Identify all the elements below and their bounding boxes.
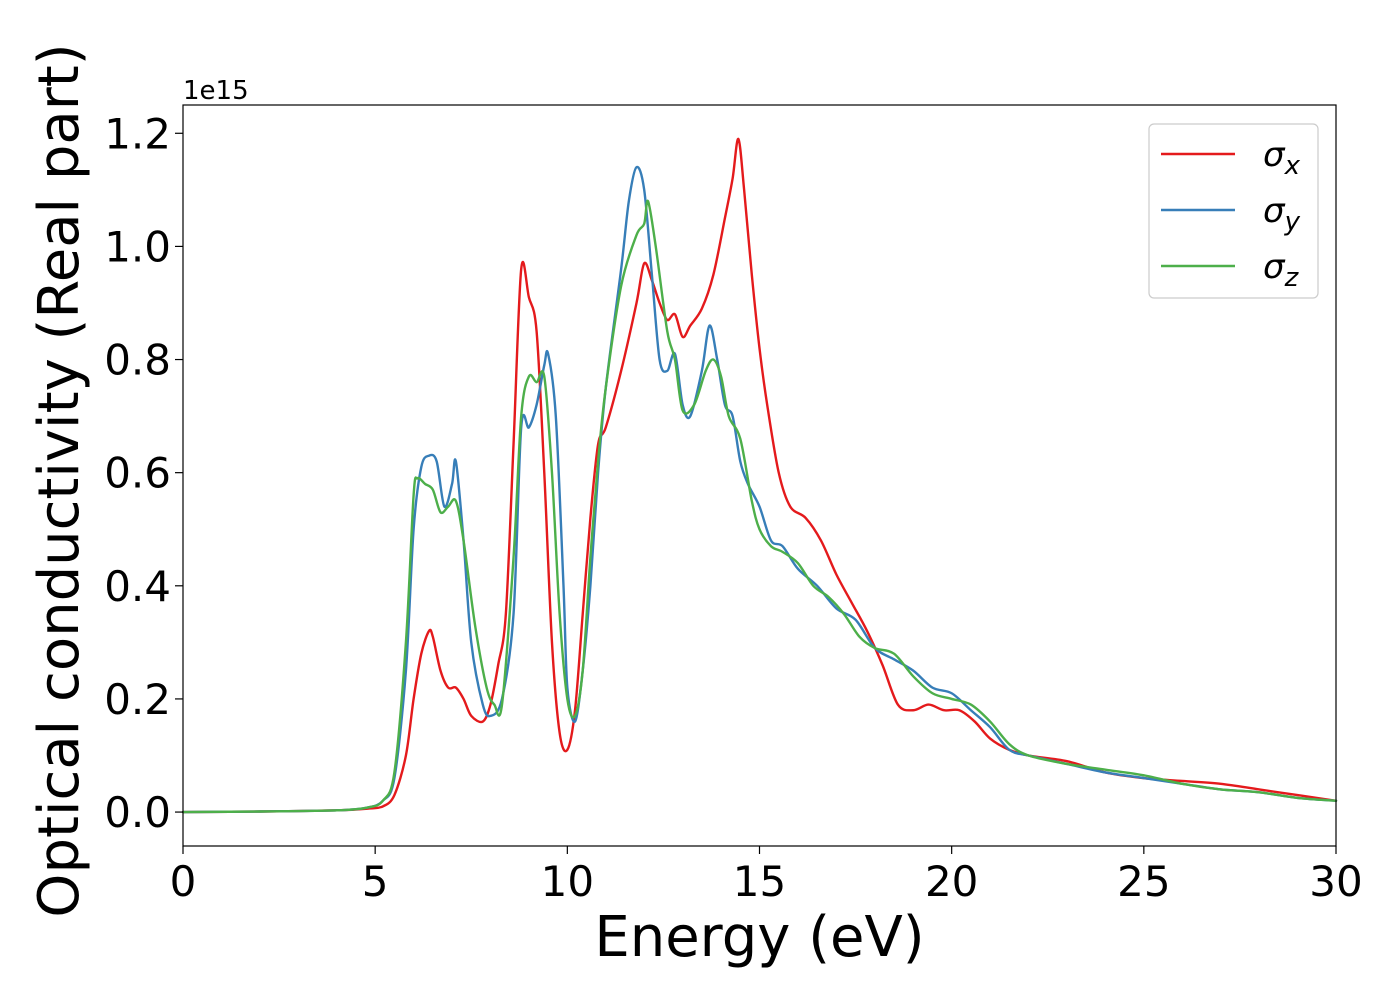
legend-label-x: σx	[1263, 135, 1301, 181]
y-tick-label: 0.8	[104, 336, 171, 385]
x-tick-label: 15	[733, 857, 786, 906]
x-tick-label: 20	[925, 857, 978, 906]
y-axis-ticks: 0.0 0.2 0.4 0.6 0.8 1.0 1.2	[104, 109, 183, 837]
legend-label-y: σy	[1263, 191, 1301, 237]
y-tick-label: 1.2	[104, 109, 171, 158]
x-tick-label: 25	[1117, 857, 1170, 906]
y-tick-label: 0.2	[104, 675, 171, 724]
legend: σx σy σz	[1148, 123, 1319, 299]
y-tick-label: 1.0	[104, 222, 171, 271]
series-layer	[181, 137, 1338, 814]
x-tick-label: 5	[362, 857, 389, 906]
legend-label-z: σz	[1263, 247, 1300, 293]
series-line-z	[181, 199, 1338, 814]
y-tick-label: 0.6	[104, 449, 171, 498]
y-tick-label: 0.0	[104, 788, 171, 837]
series-line-y	[181, 165, 1338, 814]
y-axis-title: Optical conductivity (Real part)	[27, 43, 92, 917]
x-tick-label: 0	[170, 857, 197, 906]
y-axis-offset-label: 1e15	[183, 76, 249, 106]
x-axis-ticks: 0 5 10 15 20 25 30	[170, 846, 1363, 906]
x-axis-title: Energy (eV)	[594, 905, 924, 970]
y-tick-label: 0.4	[104, 562, 171, 611]
x-tick-label: 10	[541, 857, 594, 906]
x-tick-label: 30	[1309, 857, 1362, 906]
